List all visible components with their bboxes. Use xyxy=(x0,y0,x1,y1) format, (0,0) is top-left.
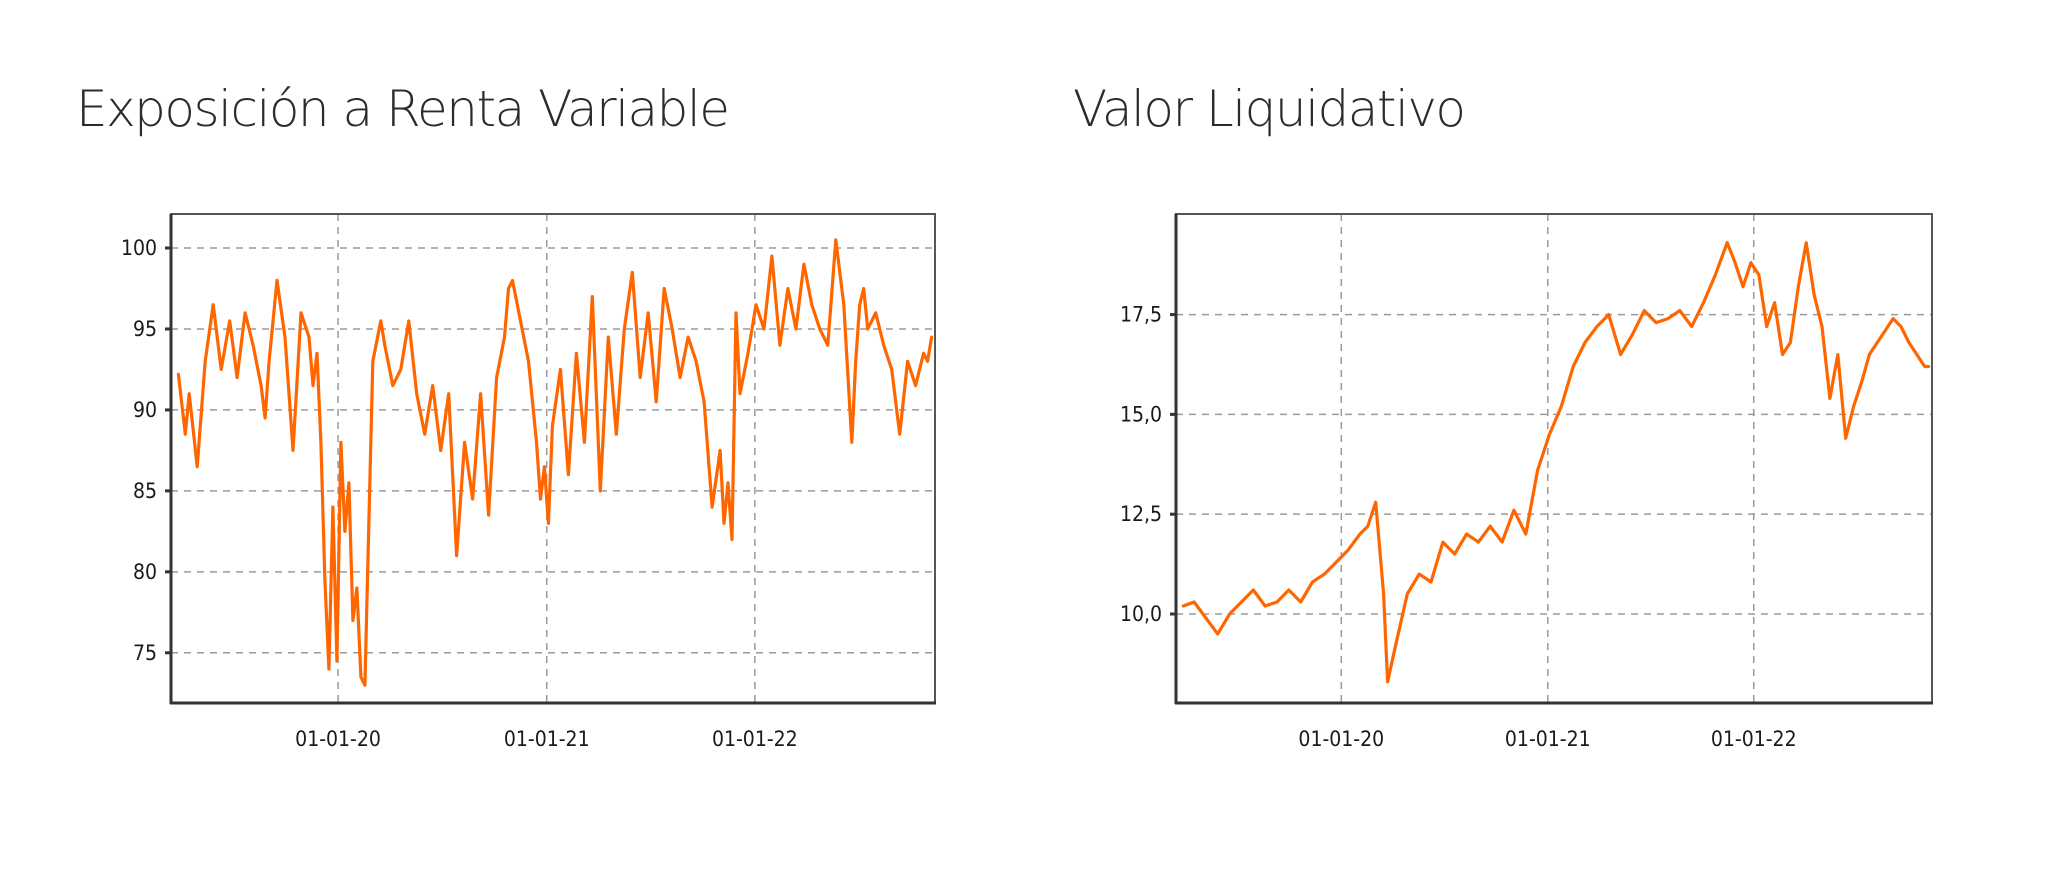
y-tick-label: 90 xyxy=(133,398,157,422)
net-asset-value-panel: Valor Liquidativo 10,0 12,5 15,0 17,5 01-01-… xyxy=(1020,0,2048,896)
x-tick-label: 01-01-20 xyxy=(1298,727,1384,751)
y-tick-label: 85 xyxy=(133,479,157,503)
net-asset-value-chart: 10,0 12,5 15,0 17,5 01-01-20 01-01-21 01-01-22 xyxy=(1120,213,1933,751)
chart-title: Valor Liquidativo xyxy=(1073,80,1466,138)
x-tick-label: 01-01-22 xyxy=(712,727,798,751)
chart-title: Exposición a Renta Variable xyxy=(76,80,730,138)
plot-frame xyxy=(1175,213,1933,704)
series-line xyxy=(176,238,934,687)
y-tick-label: 100 xyxy=(121,236,157,260)
y-tick-label: 15,0 xyxy=(1120,402,1162,426)
y-tick-label: 12,5 xyxy=(1120,502,1162,526)
y-tick-label: 75 xyxy=(133,641,157,665)
equity-exposure-panel: Exposición a Renta Variable 75 80 85 90 95 10… xyxy=(0,0,1020,896)
y-tick-label: 17,5 xyxy=(1120,303,1162,327)
x-tick-label: 01-01-20 xyxy=(295,727,381,751)
y-tick-label: 80 xyxy=(133,560,157,584)
plot-frame xyxy=(170,213,936,704)
x-tick-label: 01-01-22 xyxy=(1711,727,1797,751)
y-tick-label: 95 xyxy=(133,317,157,341)
y-tick-label: 10,0 xyxy=(1120,602,1162,626)
x-tick-label: 01-01-21 xyxy=(1505,727,1591,751)
series-line xyxy=(1181,241,1931,684)
x-tick-label: 01-01-21 xyxy=(504,727,590,751)
equity-exposure-chart: 75 80 85 90 95 100 01-01-20 01-01-21 01-01-22 xyxy=(121,213,936,751)
